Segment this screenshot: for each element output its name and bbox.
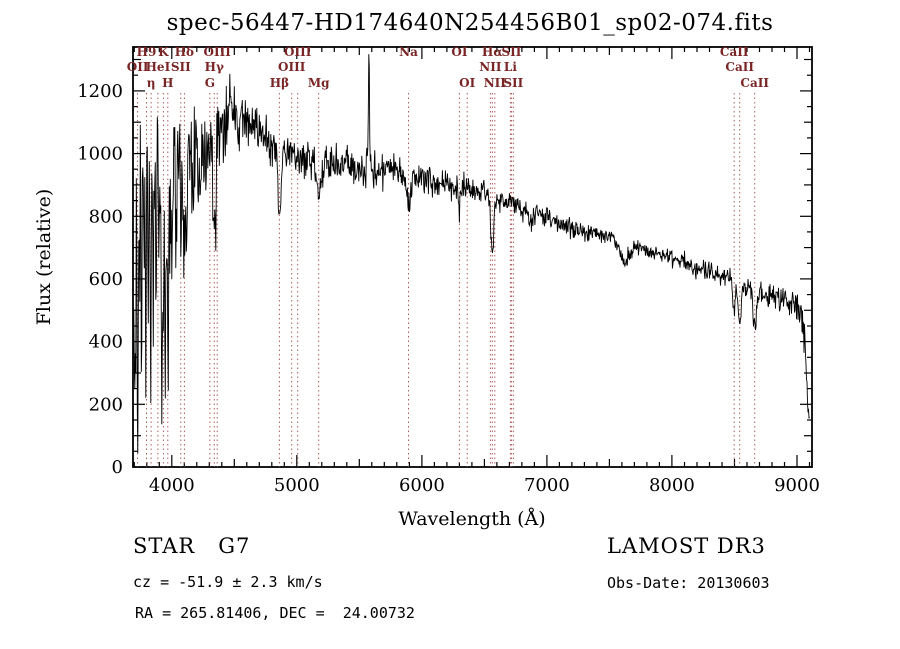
spectral-line-label: H9: [137, 45, 157, 59]
ra-dec-text: RA = 265.81406, DEC = 24.00732: [135, 604, 415, 622]
spectral-line-label: SII: [501, 45, 521, 59]
spectral-line-label: NII: [479, 60, 502, 74]
y-tick-label: 200: [89, 394, 123, 415]
survey-release-text: LAMOST DR3: [607, 534, 766, 558]
spectral-line-label: Hα: [482, 45, 503, 59]
axis-ticks: [133, 47, 812, 468]
y-axis-label: Flux (relative): [33, 188, 55, 326]
spectral-line-label: SII: [503, 76, 523, 90]
spectral-line-label: OI: [459, 76, 475, 90]
spectral-line-label: Hγ: [205, 60, 224, 74]
obs-date-text: Obs-Date: 20130603: [607, 574, 770, 592]
spectral-line-label: Li: [504, 60, 517, 74]
plot-title: spec-56447-HD174640N254456B01_sp02-074.f…: [166, 10, 774, 36]
spectral-line-label: H: [162, 76, 173, 90]
spectral-line-label: Hβ: [270, 76, 289, 90]
spectral-line-label: NII: [484, 76, 507, 90]
object-class-text: STAR G7: [133, 534, 251, 558]
spectral-line-label: Hδ: [175, 45, 194, 59]
x-tick-label: 7000: [524, 475, 570, 496]
spectral-line-label: CaII: [725, 60, 754, 74]
spectral-line-label: η: [147, 76, 156, 90]
x-axis-label: Wavelength (Å): [398, 508, 546, 530]
x-tick-label: 5000: [274, 475, 320, 496]
x-tick-label: 8000: [649, 475, 695, 496]
y-tick-label: 600: [89, 269, 123, 290]
y-tick-label: 400: [89, 332, 123, 353]
spectral-line-label: K: [158, 45, 169, 59]
spectral-line-label: OIII: [284, 45, 312, 59]
spectral-line-label: OII: [127, 60, 149, 74]
y-tick-label: 800: [89, 206, 123, 227]
spectral-line-label: HeI: [146, 60, 171, 74]
spectral-line-label: G: [205, 76, 215, 90]
x-tick-label: 9000: [774, 475, 820, 496]
x-tick-label: 6000: [399, 475, 445, 496]
spectral-line-label: CaII: [720, 45, 749, 59]
y-tick-label: 0: [112, 457, 123, 478]
spectral-line-label: OIII: [204, 45, 232, 59]
x-tick-label: 4000: [149, 475, 195, 496]
spectral-line-label: SII: [171, 60, 191, 74]
spectral-line-label: CaII: [740, 76, 769, 90]
cz-velocity-text: cz = -51.9 ± 2.3 km/s: [133, 573, 323, 591]
tick-labels: 4000 5000 6000 7000 8000 9000 0 200 400 600 800 100…: [77, 81, 820, 496]
spectrum-trace: [132, 54, 810, 454]
spectral-line-label: OIII: [278, 60, 306, 74]
y-tick-label: 1000: [77, 144, 123, 165]
spectral-line-label: Mg: [308, 76, 330, 90]
spectral-line-label: OI: [451, 45, 467, 59]
y-tick-label: 1200: [77, 81, 123, 102]
spectral-line-label: Na: [399, 45, 418, 59]
